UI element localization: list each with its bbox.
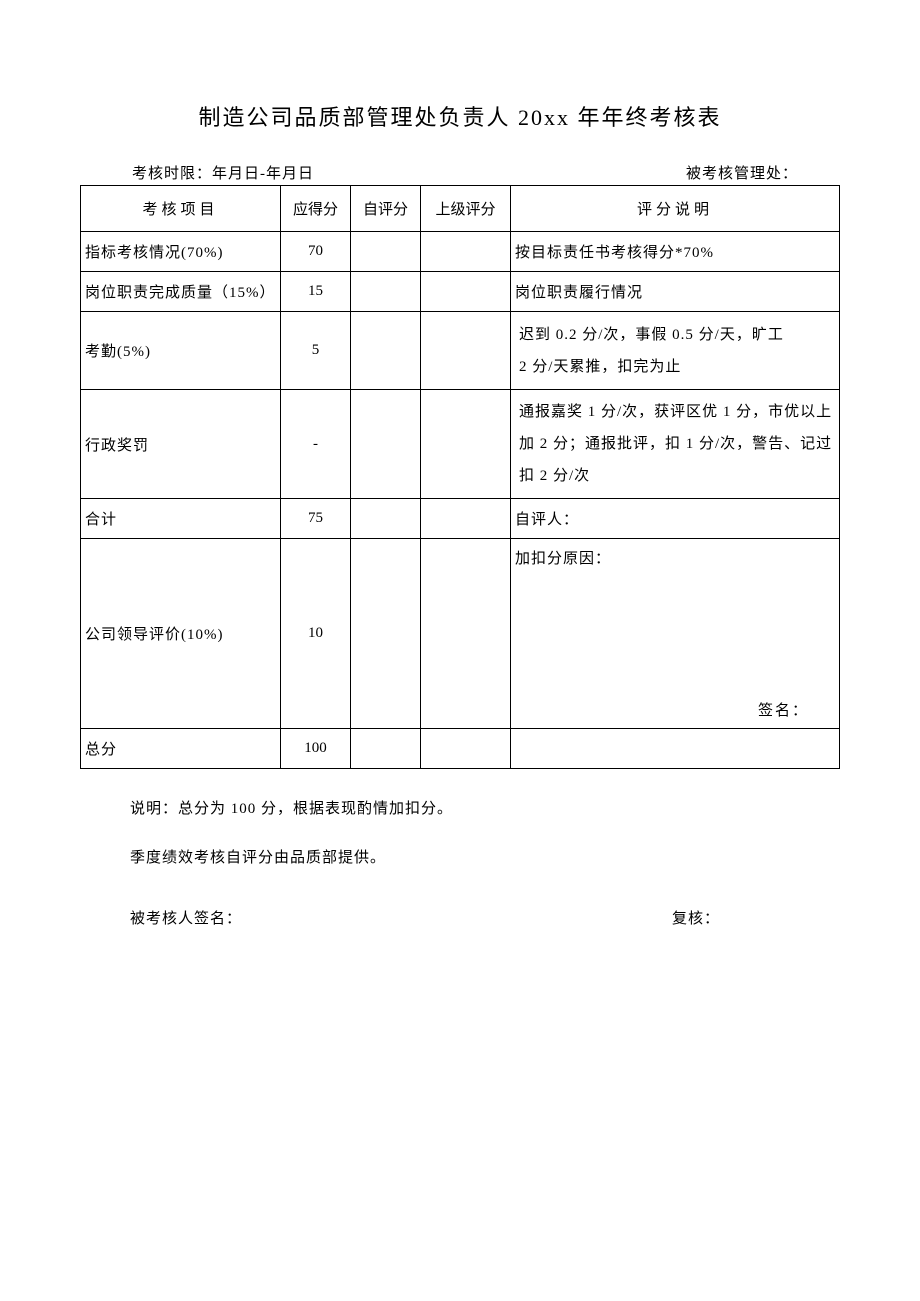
cell-desc [511,729,840,769]
desc-line: 2 分/天累推，扣完为止 [519,351,835,383]
cell-item: 指标考核情况(70%) [81,232,281,272]
cell-self-score [351,232,421,272]
cell-max-score: - [281,390,351,499]
target-label: 被考核管理处： [686,162,838,183]
desc-line: 扣 2 分/次 [519,460,835,492]
cell-super-score [421,312,511,390]
row-indicator: 指标考核情况(70%) 70 按目标责任书考核得分*70% [81,232,840,272]
note-line: 季度绩效考核自评分由品质部提供。 [130,846,840,867]
cell-self-score [351,272,421,312]
row-duty: 岗位职责完成质量（15%） 15 岗位职责履行情况 [81,272,840,312]
row-attendance: 考勤(5%) 5 迟到 0.2 分/次，事假 0.5 分/天，旷工 2 分/天累… [81,312,840,390]
header-super-score: 上级评分 [421,186,511,232]
cell-item: 行政奖罚 [81,390,281,499]
cell-self-score [351,729,421,769]
cell-item: 公司领导评价(10%) [81,539,281,729]
leader-reason-label: 加扣分原因： [515,547,611,568]
cell-desc: 加扣分原因： 签名： [511,539,840,729]
cell-item: 合计 [81,499,281,539]
cell-self-score [351,312,421,390]
cell-item: 总分 [81,729,281,769]
cell-desc: 按目标责任书考核得分*70% [511,232,840,272]
meta-row: 考核时限：年月日-年月日 被考核管理处： [80,162,840,183]
cell-max-score: 75 [281,499,351,539]
page-title: 制造公司品质部管理处负责人 20xx 年年终考核表 [80,100,840,132]
notes-section: 说明：总分为 100 分，根据表现酌情加扣分。 季度绩效考核自评分由品质部提供。 [80,797,840,867]
cell-super-score [421,539,511,729]
header-max-score: 应得分 [281,186,351,232]
assessee-sign-label: 被考核人签名： [130,907,242,928]
desc-line: 通报嘉奖 1 分/次，获评区优 1 分，市优以上 [519,396,835,428]
header-desc: 评分说明 [511,186,840,232]
cell-super-score [421,232,511,272]
row-leader: 公司领导评价(10%) 10 加扣分原因： 签名： [81,539,840,729]
cell-super-score [421,499,511,539]
row-reward: 行政奖罚 - 通报嘉奖 1 分/次，获评区优 1 分，市优以上 加 2 分；通报… [81,390,840,499]
desc-line: 加 2 分；通报批评，扣 1 分/次，警告、记过 [519,428,835,460]
cell-item: 考勤(5%) [81,312,281,390]
cell-max-score: 100 [281,729,351,769]
cell-desc: 岗位职责履行情况 [511,272,840,312]
note-line: 说明：总分为 100 分，根据表现酌情加扣分。 [130,797,840,818]
cell-item: 岗位职责完成质量（15%） [81,272,281,312]
cell-desc: 迟到 0.2 分/次，事假 0.5 分/天，旷工 2 分/天累推，扣完为止 [511,312,840,390]
row-total: 合计 75 自评人： [81,499,840,539]
cell-super-score [421,272,511,312]
table-header-row: 考核项目 应得分 自评分 上级评分 评分说明 [81,186,840,232]
cell-super-score [421,729,511,769]
cell-max-score: 70 [281,232,351,272]
desc-line: 迟到 0.2 分/次，事假 0.5 分/天，旷工 [519,319,835,351]
cell-max-score: 15 [281,272,351,312]
cell-max-score: 10 [281,539,351,729]
cell-max-score: 5 [281,312,351,390]
header-item: 考核项目 [81,186,281,232]
cell-desc: 自评人： [511,499,840,539]
row-grand-total: 总分 100 [81,729,840,769]
leader-sign-label: 签名： [758,699,809,720]
cell-desc: 通报嘉奖 1 分/次，获评区优 1 分，市优以上 加 2 分；通报批评，扣 1 … [511,390,840,499]
cell-super-score [421,390,511,499]
reviewer-sign-label: 复核： [672,907,720,928]
cell-self-score [351,390,421,499]
assessment-table: 考核项目 应得分 自评分 上级评分 评分说明 指标考核情况(70%) 70 按目… [80,185,840,769]
signature-row: 被考核人签名： 复核： [80,907,840,928]
cell-self-score [351,539,421,729]
period-label: 考核时限：年月日-年月日 [82,162,314,183]
header-self-score: 自评分 [351,186,421,232]
cell-self-score [351,499,421,539]
